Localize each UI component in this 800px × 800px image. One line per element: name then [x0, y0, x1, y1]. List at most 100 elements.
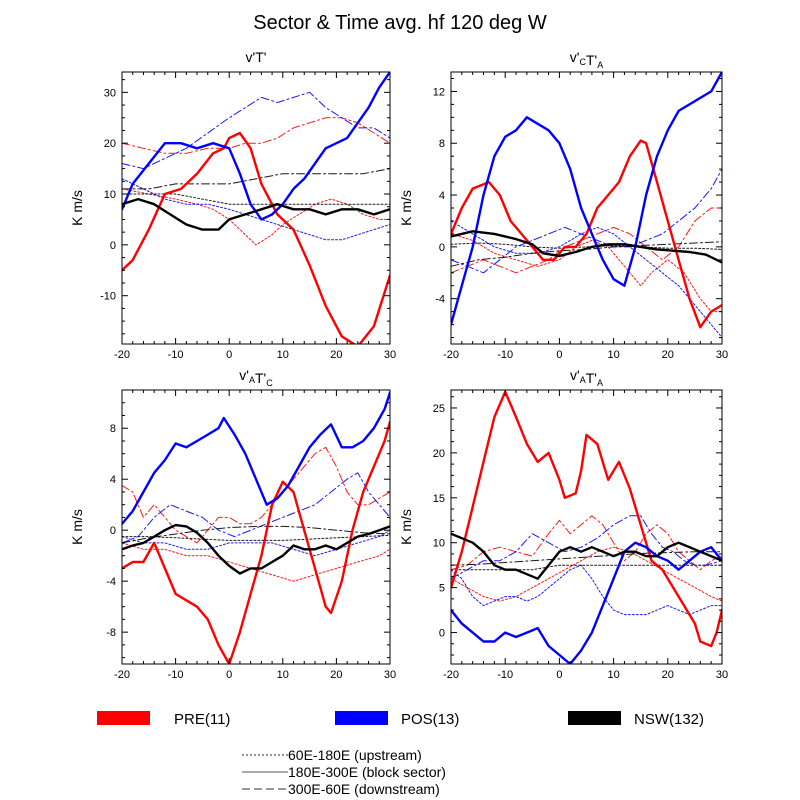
panel-title: v'CT'A [570, 49, 603, 70]
x-tick-label: -20 [443, 349, 459, 361]
panel-vt: -20 -10 0 10 20 30 -10 0 10 20 30 K m/s v'T' [69, 49, 396, 361]
legend-label-pre: PRE(11) [174, 711, 230, 728]
series-pos-downstream [122, 472, 390, 544]
legend-label-downstream: 300E-60E (downstream) [288, 781, 440, 797]
series-pos-upstream [122, 529, 390, 557]
y-axis-label: K m/s [398, 509, 414, 545]
legend-swatch-nsw [568, 711, 621, 725]
y-axis-label: K m/s [69, 509, 85, 545]
panel-vc-ta: -20 -10 0 10 20 30 -4 0 4 8 12 K m/s v'CT'A [398, 49, 728, 361]
series-pos-upstream [122, 178, 390, 241]
x-tick-label: 10 [607, 669, 619, 681]
series-pos-upstream [451, 220, 722, 338]
x-tick-label: 0 [556, 349, 562, 361]
y-tick-label: 20 [433, 448, 445, 460]
panel-va-ta: -20 -10 0 10 20 30 0 5 10 15 20 25 K m/s v'AT'A [398, 367, 728, 681]
series-pre-block [122, 420, 390, 664]
y-tick-label: 0 [110, 240, 116, 252]
series-pre-downstream [122, 117, 390, 154]
y-axis-label: K m/s [69, 190, 85, 226]
x-tick-label: -10 [168, 349, 184, 361]
plot-area [451, 390, 722, 664]
plot-frame [450, 389, 723, 665]
legend-label-nsw: NSW(132) [634, 711, 704, 728]
figure-title: Sector & Time avg. hf 120 deg W [253, 12, 547, 34]
x-tick-label: 30 [716, 349, 728, 361]
legend-sectors: 60E-180E (upstream) 180E-300E (block sec… [242, 747, 446, 797]
y-axis-label: K m/s [398, 190, 414, 226]
plot-area [451, 72, 722, 338]
series-pos-block [451, 541, 722, 664]
x-tick-label: 30 [384, 349, 396, 361]
legend-label-upstream: 60E-180E (upstream) [288, 747, 422, 763]
series-nsw-block [451, 230, 722, 264]
x-tick-label: 0 [556, 669, 562, 681]
y-tick-label: 10 [433, 538, 445, 550]
plot-frame [121, 71, 391, 345]
x-tick-label: 30 [384, 669, 396, 681]
panel-title: v'AT'A [570, 367, 603, 388]
plot-frame [450, 71, 723, 345]
y-tick-label: -10 [100, 291, 116, 303]
series-pre-downstream [451, 515, 722, 571]
x-tick-label: -20 [114, 349, 130, 361]
series-pre-block [451, 390, 722, 648]
series-nsw-block [122, 523, 390, 575]
x-tick-label: -20 [443, 669, 459, 681]
series-pos-block [451, 72, 722, 326]
y-tick-label: -4 [435, 294, 445, 306]
x-tick-label: 20 [662, 349, 674, 361]
series-nsw-upstream [122, 534, 390, 541]
series-pre-block [122, 131, 390, 344]
legend-label-pos: POS(13) [401, 711, 459, 728]
series-pre-block [451, 139, 722, 329]
y-tick-label: -8 [106, 627, 116, 639]
y-tick-label: 8 [110, 423, 116, 435]
series-pre-upstream [122, 188, 390, 246]
y-tick-label: 10 [104, 189, 116, 201]
x-tick-label: 10 [607, 349, 619, 361]
x-tick-label: -10 [168, 669, 184, 681]
x-tick-label: -10 [497, 349, 513, 361]
x-tick-label: 20 [330, 349, 342, 361]
series-nsw-block [451, 532, 722, 580]
series-pre-upstream [122, 542, 390, 582]
y-tick-label: 12 [433, 86, 445, 98]
panel-va-tc: -20 -10 0 10 20 30 -8 -4 0 4 8 K m/s v'AT'C [69, 367, 396, 681]
y-tick-label: -4 [106, 576, 116, 588]
series-nsw-downstream [451, 551, 722, 566]
series-pos-block [122, 72, 390, 221]
series-pos-block [122, 391, 390, 525]
y-tick-label: 8 [439, 138, 445, 150]
y-tick-label: 30 [104, 87, 116, 99]
panel-title: v'AT'C [239, 367, 273, 388]
x-tick-label: -20 [114, 669, 130, 681]
series-nsw-downstream [122, 525, 390, 544]
y-tick-label: 0 [439, 628, 445, 640]
plot-area [122, 72, 390, 344]
x-tick-label: 20 [330, 669, 342, 681]
y-tick-label: 0 [110, 525, 116, 537]
series-pre-downstream [451, 207, 722, 274]
y-tick-label: 15 [433, 493, 445, 505]
x-tick-label: 30 [716, 669, 728, 681]
series-pre-upstream [451, 546, 722, 602]
series-pre-upstream [451, 233, 722, 313]
plot-area [122, 391, 390, 664]
plot-frame [121, 389, 391, 665]
y-tick-label: 4 [110, 474, 116, 486]
series-nsw-upstream [451, 564, 722, 571]
legend-swatch-pos [335, 711, 388, 725]
series-nsw-block [122, 197, 390, 231]
x-tick-label: 10 [277, 349, 289, 361]
panel-title: v'T' [246, 49, 267, 65]
series-nsw-downstream [122, 168, 390, 190]
y-tick-label: 25 [433, 403, 445, 415]
y-tick-label: 0 [439, 242, 445, 254]
legend-swatch-pre [97, 711, 150, 725]
legend-groups: PRE(11) POS(13) NSW(132) [97, 711, 704, 728]
series-nsw-downstream [451, 241, 722, 267]
y-tick-label: 20 [104, 138, 116, 150]
series-pos-downstream [122, 91, 390, 170]
